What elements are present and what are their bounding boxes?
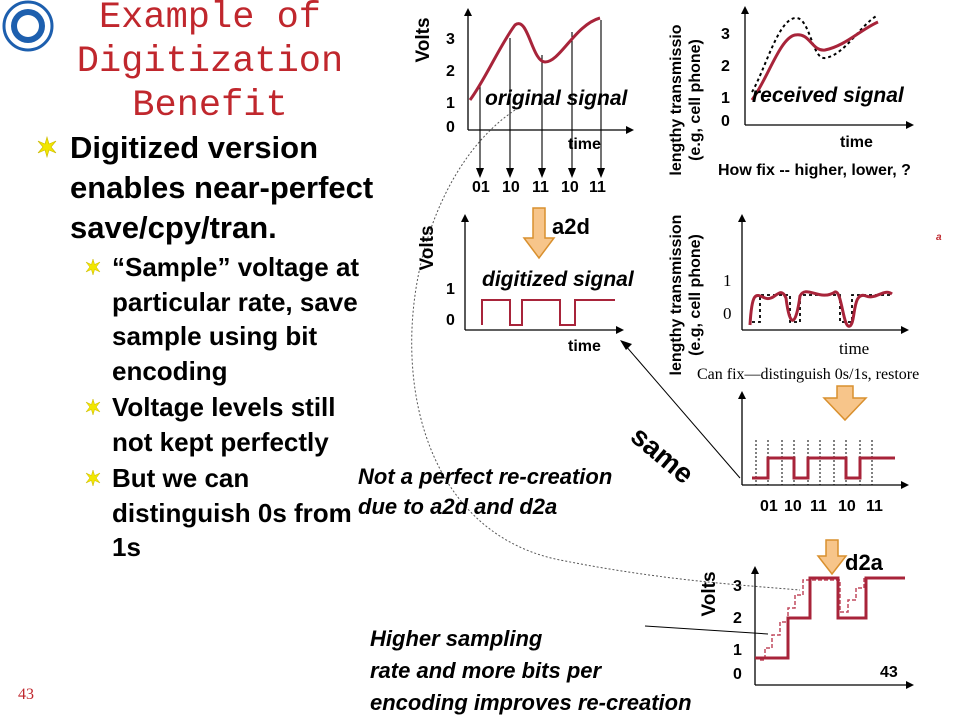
bullet-list: Digitized version enables near-perfect s… [36, 128, 376, 565]
improvement-pointer-line [644, 625, 769, 635]
star-bullet-icon [37, 136, 57, 158]
improvement-note-line2: rate and more bits per [370, 658, 602, 683]
diagram-page-number: 43 [880, 664, 898, 681]
reconstructed-y-axis-label: Volts [699, 571, 720, 617]
channel1-label-line1: lengthy transmissio [668, 24, 685, 176]
uestc-logo [2, 0, 54, 52]
sample-code-1: 01 [472, 179, 490, 196]
noisy-x-axis-label: time [839, 339, 870, 358]
channel2-label: lengthy transmission (e.g, cell phone) [667, 205, 707, 385]
sub-bullet-2-text: Voltage levels still not kept perfectly [112, 392, 336, 457]
improvement-note-line3: encoding improves re-creation [370, 690, 692, 715]
received-tick-0: 0 [721, 113, 730, 130]
digitized-signal-graph [461, 214, 624, 334]
received-tick-2: 2 [721, 58, 730, 75]
restore-caption: Can fix—distinguish 0s/1s, restore [697, 366, 920, 383]
noisy-signal-graph [738, 214, 909, 334]
restored-code-4: 10 [838, 498, 856, 515]
received-x-axis-label: time [840, 134, 873, 151]
reconstructed-tick-2: 2 [733, 610, 742, 627]
reconstructed-signal-graph [751, 566, 914, 689]
star-bullet-icon [85, 469, 101, 487]
a2d-label: a2d [552, 214, 590, 239]
sub-bullet-1: “Sample” voltage at particular rate, sav… [84, 250, 376, 388]
digitized-tick-0: 0 [446, 312, 455, 329]
sub-bullet-3: But we can distinguish 0s from 1s [84, 461, 376, 565]
dotted-connector-curve [411, 109, 801, 591]
channel2-label-line1: lengthy transmission [668, 214, 685, 376]
original-x-axis-label: time [568, 136, 601, 153]
sample-code-3: 11 [532, 179, 549, 196]
sub-bullet-3-text: But we can distinguish 0s from 1s [112, 463, 352, 562]
slide-title: Example of Digitization Benefit [76, 0, 344, 127]
original-tick-2: 2 [446, 63, 455, 80]
imperfect-note-line2: due to a2d and d2a [358, 494, 558, 519]
main-bullet: Digitized version enables near-perfect s… [36, 128, 376, 248]
received-tick-1: 1 [721, 90, 730, 107]
received-tick-3: 3 [721, 26, 730, 43]
restored-code-3: 11 [810, 498, 827, 515]
noisy-tick-1: 1 [723, 271, 732, 290]
restored-code-5: 11 [866, 498, 883, 515]
page-number: 43 [18, 686, 34, 703]
sample-code-5: 11 [589, 179, 606, 196]
restored-code-2: 10 [784, 498, 802, 515]
received-signal-label: received signal [752, 84, 904, 107]
imperfect-note-line1: Not a perfect re-creation [358, 464, 613, 489]
noisy-tick-0: 0 [723, 304, 732, 323]
improvement-note-line1: Higher sampling [370, 626, 543, 651]
same-pointer-line [624, 344, 741, 479]
restore-arrow [822, 385, 868, 422]
fix-question: How fix -- higher, lower, ? [718, 162, 911, 179]
reconstructed-tick-0: 0 [733, 666, 742, 683]
channel2-label-line2: (e.g, cell phone) [687, 234, 704, 356]
original-tick-1: 1 [446, 95, 455, 112]
digitized-signal-label: digitized signal [482, 268, 634, 291]
received-signal-graph [741, 6, 914, 129]
reconstructed-tick-1: 1 [733, 642, 742, 659]
original-tick-3: 3 [446, 31, 455, 48]
original-signal-graph [464, 8, 634, 178]
sub-bullet-1-text: “Sample” voltage at particular rate, sav… [112, 252, 360, 386]
sample-code-2: 10 [502, 179, 520, 196]
reconstructed-tick-3: 3 [733, 578, 742, 595]
sub-bullet-2: Voltage levels still not kept perfectly [84, 390, 376, 459]
corner-marker: a [936, 232, 942, 243]
channel1-label-line2: (e.g, cell phone) [687, 39, 704, 161]
digitized-tick-1: 1 [446, 281, 455, 298]
d2a-arrow [816, 539, 848, 576]
original-tick-0: 0 [446, 119, 455, 136]
main-bullet-text: Digitized version enables near-perfect s… [70, 130, 374, 245]
original-y-axis-label: Volts [413, 17, 434, 63]
digitized-y-axis-label: Volts [417, 225, 438, 271]
restored-signal-graph [738, 391, 909, 489]
original-signal-label: original signal [485, 87, 628, 110]
restored-code-1: 01 [760, 498, 778, 515]
star-bullet-icon [85, 398, 101, 416]
digitized-x-axis-label: time [568, 338, 601, 355]
a2d-arrow [522, 207, 556, 260]
star-bullet-icon [85, 258, 101, 276]
channel1-label: lengthy transmissio (e.g, cell phone) [667, 15, 707, 185]
improvement-note: Higher sampling rate and more bits per e… [370, 623, 692, 719]
imperfect-note: Not a perfect re-creation due to a2d and… [358, 462, 612, 522]
sample-code-4: 10 [561, 179, 579, 196]
d2a-label: d2a [845, 550, 883, 575]
